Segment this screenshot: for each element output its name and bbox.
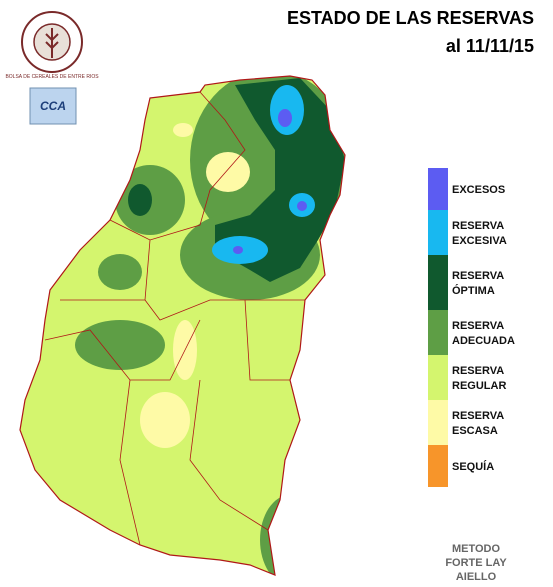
department-borders	[44, 91, 305, 546]
legend-label: ÓPTIMA	[452, 284, 495, 297]
legend-swatch	[428, 210, 448, 255]
legend: EXCESOS RESERVA EXCESIVA RESERVA ÓPTIMA RESER…	[428, 168, 515, 487]
legend-label: EXCESOS	[452, 184, 505, 196]
legend-label: RESERVA	[452, 365, 504, 377]
legend-label: RESERVA	[452, 410, 504, 422]
legend-swatch	[428, 400, 448, 445]
legend-label: RESERVA	[452, 320, 504, 332]
footer-text: METODO	[452, 543, 501, 555]
bolsa-logo-text: BOLSA DE CEREALES DE ENTRE RIOS	[5, 74, 99, 80]
legend-swatch	[428, 355, 448, 400]
cca-logo-text: CCA	[40, 99, 66, 113]
footer-text: AIELLO	[456, 571, 497, 583]
legend-label: REGULAR	[452, 380, 506, 392]
footer-text: FORTE LAY	[445, 557, 507, 569]
province-map	[20, 76, 345, 575]
legend-swatch	[428, 168, 448, 210]
bolsa-logo: BOLSA DE CEREALES DE ENTRE RIOS	[5, 11, 99, 80]
legend-label: ESCASA	[452, 425, 498, 437]
legend-label: RESERVA	[452, 270, 504, 282]
legend-swatch	[428, 310, 448, 355]
map-title: ESTADO DE LAS RESERVAS	[287, 8, 534, 28]
footer: METODO FORTE LAY AIELLO	[445, 543, 507, 583]
legend-label: EXCESIVA	[452, 235, 507, 247]
legend-label: RESERVA	[452, 220, 504, 232]
cca-logo: CCA	[29, 87, 77, 125]
legend-swatch	[428, 255, 448, 310]
legend-swatch	[428, 445, 448, 487]
legend-label: ADECUADA	[452, 335, 515, 347]
map-date: al 11/11/15	[446, 36, 534, 56]
legend-label: SEQUÍA	[452, 460, 494, 473]
